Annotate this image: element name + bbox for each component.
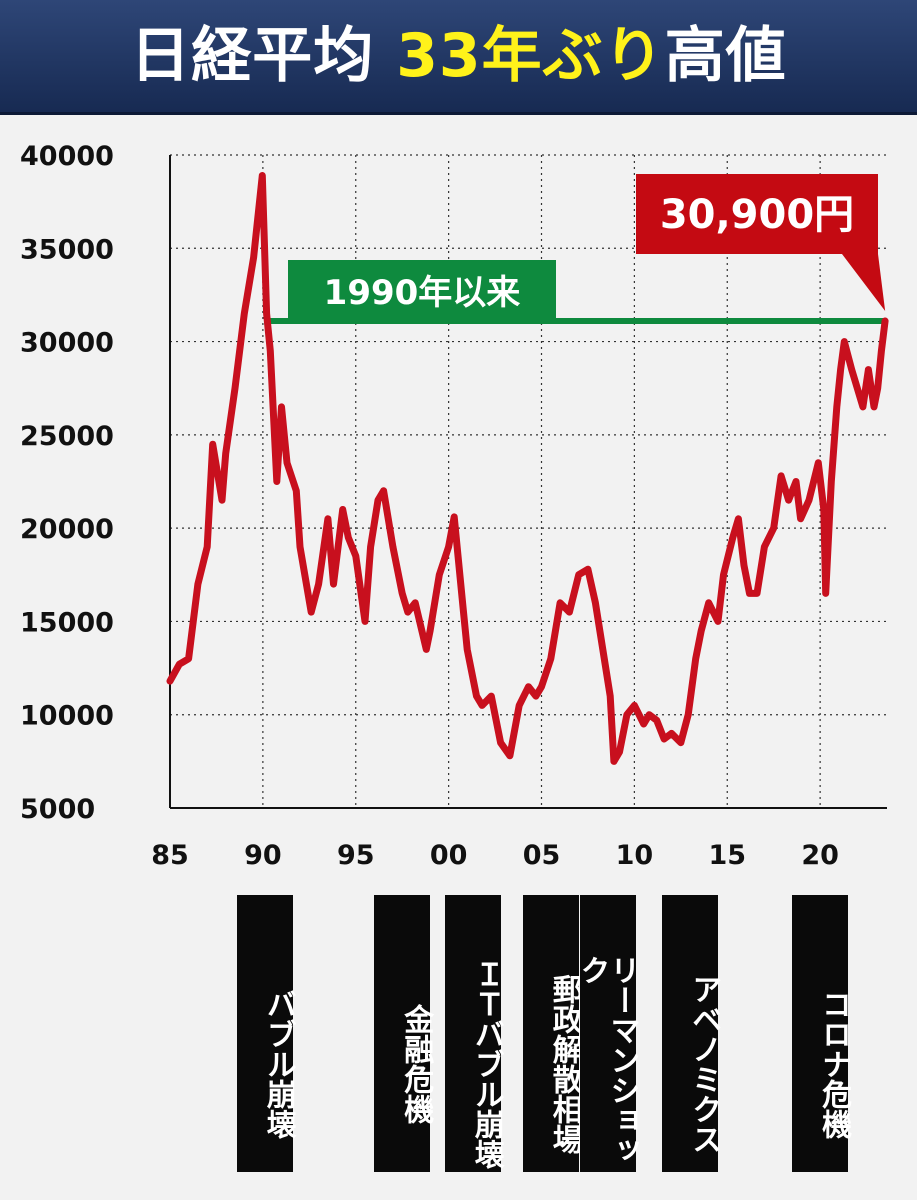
title-text: 日経平均: [130, 21, 375, 91]
y-tick-label: 20000: [20, 514, 114, 545]
y-tick-label: 40000: [20, 141, 114, 172]
event-label: バブル崩壊: [236, 895, 296, 1172]
x-tick-label: 10: [616, 840, 654, 871]
event-label: 郵政解散相場: [522, 895, 582, 1172]
current-price-label: 30,900円: [660, 192, 854, 238]
y-tick-label: 25000: [20, 421, 114, 452]
title-highlight: 33年ぶり: [396, 21, 665, 91]
price-callout-box: [636, 174, 886, 312]
x-tick-label: 15: [708, 840, 746, 871]
x-tick-label: 20: [801, 840, 839, 871]
x-tick-label: 05: [523, 840, 561, 871]
event-label: アベノミクス: [662, 895, 721, 1172]
axis-ticks: 5000 10000 15000 20000 25000 30000 35000 40000 8…: [20, 141, 839, 871]
header-banner: 日経平均 33年ぶり高値: [0, 0, 917, 115]
x-tick-label: 95: [337, 840, 375, 871]
x-tick-label: 00: [430, 840, 468, 871]
y-tick-label: 5000: [20, 794, 95, 825]
event-label: ＩＴバブル崩壊: [444, 895, 504, 1172]
y-tick-label: 10000: [20, 701, 114, 732]
nikkei-series-line: [166, 172, 889, 765]
since-1990-label: 1990年以来: [324, 273, 521, 313]
y-tick-label: 15000: [20, 607, 114, 638]
page-title: 日経平均 33年ぶり高値: [0, 0, 917, 112]
line-chart: 5000 10000 15000 20000 25000 30000 35000 40000 8…: [20, 141, 889, 871]
title-suffix: 高値: [664, 21, 787, 91]
series-layer: [166, 172, 889, 765]
event-label: 金融危機: [374, 895, 433, 1172]
event-label: リーマンショック: [574, 895, 639, 1172]
y-tick-label: 35000: [20, 234, 114, 265]
x-tick-label: 85: [151, 840, 189, 871]
y-tick-label: 30000: [20, 328, 114, 359]
since-1990-label-box: [288, 260, 556, 323]
annotations: 1990年以来 30,900円: [288, 174, 886, 323]
x-tick-label: 90: [244, 840, 282, 871]
event-label: コロナ危機: [792, 895, 851, 1172]
